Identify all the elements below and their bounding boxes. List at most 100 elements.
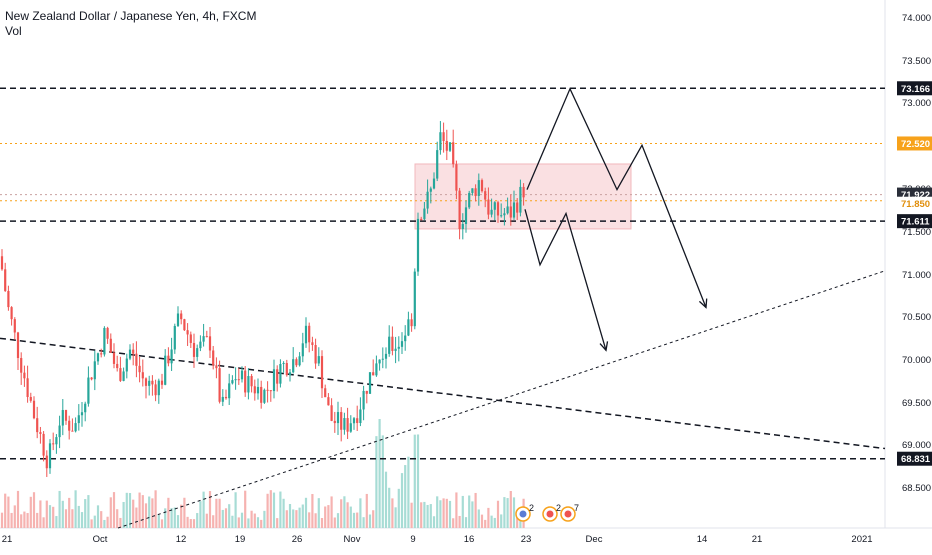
candle-body — [295, 359, 298, 366]
candle-body — [148, 380, 151, 386]
price-label[interactable]: 72.520 — [897, 136, 932, 151]
candle-body — [256, 386, 260, 394]
candle-body — [509, 206, 512, 218]
candle-body — [506, 206, 509, 214]
candle-body — [100, 353, 103, 355]
candle-body — [522, 186, 525, 198]
candle-body — [23, 372, 26, 379]
volume-bar — [218, 498, 221, 528]
time-tick-label: 2021 — [851, 534, 872, 545]
volume-bar — [285, 510, 288, 528]
event-marker[interactable]: 2 — [542, 503, 561, 522]
candle-body — [426, 191, 429, 209]
time-tick-label: Oct — [93, 534, 108, 545]
event-marker-count: 7 — [574, 503, 579, 513]
volume-bar — [55, 516, 58, 528]
volume-bar — [16, 490, 20, 528]
volume-bar — [477, 509, 480, 528]
candle-body — [132, 349, 135, 354]
candle-body — [394, 348, 397, 351]
volume-bar — [23, 511, 26, 528]
projection-paths — [524, 87, 708, 352]
volume-bar — [432, 516, 436, 528]
price-label[interactable]: 71.611 — [897, 214, 932, 229]
candle-body — [378, 359, 381, 364]
event-marker[interactable]: 2 — [515, 503, 534, 522]
candle-body — [496, 202, 500, 216]
volume-bar — [138, 492, 141, 528]
volume-bar — [61, 500, 64, 528]
price-tick-label: 73.000 — [902, 98, 931, 109]
volume-bar — [356, 512, 359, 528]
time-tick-label: 19 — [235, 534, 246, 545]
volume-bar — [80, 512, 84, 528]
price-tick-label: 71.500 — [902, 227, 931, 238]
candle-body — [368, 372, 372, 394]
price-label-box — [897, 451, 932, 466]
candle-body — [183, 319, 186, 331]
time-axis[interactable]: 21 Oct 12 19 26 Nov 9 16 23 Dec 14 21 2021 — [2, 534, 873, 545]
price-label-text: 73.166 — [901, 84, 930, 95]
volume-bar — [0, 512, 4, 528]
volume-bar — [429, 504, 432, 528]
volume-bar — [480, 514, 484, 528]
candle-body — [468, 192, 471, 208]
candle-body — [180, 313, 183, 320]
volume-bar — [119, 517, 122, 528]
candle-body — [429, 188, 432, 192]
volume-bar — [247, 518, 250, 528]
volume-bar — [199, 501, 202, 528]
candle-body — [29, 397, 32, 401]
volume-bar — [436, 496, 439, 528]
price-label[interactable]: 68.831 — [897, 451, 932, 466]
candle-body — [4, 269, 7, 291]
candle-body — [279, 364, 282, 384]
volume-bar — [288, 504, 292, 528]
candle-body — [404, 335, 407, 342]
volume-bar — [157, 514, 160, 528]
candle-body — [109, 338, 112, 353]
price-label[interactable]: 71.850 — [897, 196, 932, 211]
candle-body — [13, 319, 16, 333]
candle-body — [388, 336, 391, 354]
candle-body — [74, 423, 77, 432]
time-tick-label: Dec — [586, 534, 603, 545]
price-tick-label: 74.000 — [902, 13, 931, 24]
volume-bar — [128, 493, 132, 528]
volume-bar — [519, 515, 522, 528]
volume-bar — [141, 495, 144, 528]
event-markers[interactable]: 2 2 7 — [515, 503, 579, 522]
volume-bar — [45, 500, 48, 528]
volume-bar — [183, 497, 186, 528]
volume-bar — [292, 509, 295, 528]
event-marker[interactable]: 7 — [560, 503, 579, 522]
volume-bar — [26, 513, 29, 528]
volume-bar — [192, 519, 196, 528]
candle-body — [490, 209, 493, 215]
volume-bar — [180, 504, 183, 528]
candle-body — [87, 377, 90, 404]
candle-body — [7, 290, 10, 308]
candle-body — [228, 383, 231, 399]
volume-bar — [256, 517, 260, 528]
candle-body — [423, 208, 426, 220]
price-label[interactable]: 73.166 — [897, 81, 932, 96]
volume-bar — [237, 517, 240, 528]
price-label-box — [897, 81, 932, 96]
volume-bar — [375, 436, 378, 528]
volume-bar — [410, 502, 413, 528]
volume-bar — [484, 519, 487, 528]
volume-bar — [103, 519, 106, 528]
price-label-text: 68.831 — [901, 454, 931, 465]
candle-body — [199, 341, 202, 349]
price-axis[interactable]: 74.00073.50073.00072.00071.50071.00070.5… — [897, 13, 932, 494]
candle-body — [359, 409, 362, 424]
price-tick-label: 71.000 — [902, 270, 931, 281]
volume-bar — [359, 498, 362, 528]
volume-bar — [96, 505, 100, 528]
candle-body — [317, 356, 320, 364]
volume-bar — [263, 510, 266, 528]
volume-bar — [384, 471, 388, 528]
